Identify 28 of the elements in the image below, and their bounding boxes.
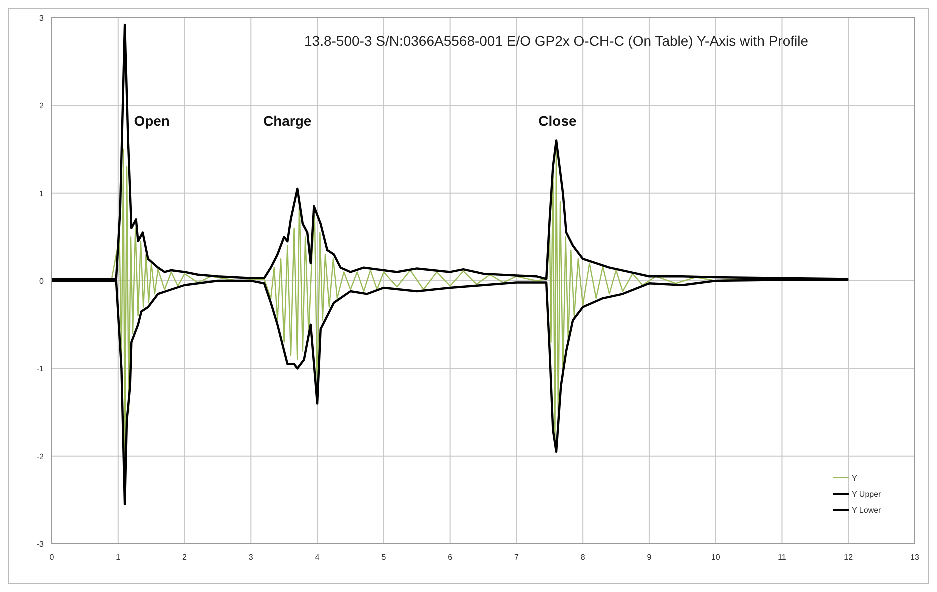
y-tick-label: -3 <box>36 540 45 549</box>
x-tick-label: 9 <box>647 553 652 562</box>
annotation: Charge <box>263 113 312 129</box>
y-tick-label: 0 <box>40 277 45 286</box>
x-tick-label: 3 <box>248 553 254 562</box>
legend-label: Y Lower <box>852 506 882 515</box>
y-tick-label: -2 <box>36 452 45 462</box>
x-tick-label: 11 <box>778 553 787 562</box>
x-tick-label: 4 <box>315 553 320 562</box>
x-tick-label: 0 <box>50 553 55 562</box>
y-tick-label: -1 <box>36 364 45 374</box>
y-tick-label: 1 <box>40 189 45 198</box>
x-tick-label: 8 <box>580 553 586 562</box>
legend-label: Y Upper <box>852 490 882 499</box>
x-tick-label: 12 <box>844 553 854 562</box>
annotation: Open <box>134 113 170 129</box>
x-tick-label: 10 <box>711 553 721 562</box>
annotation: Close <box>538 113 577 129</box>
x-tick-label: 2 <box>182 553 188 562</box>
x-tick-label: 6 <box>448 553 454 562</box>
x-tick-label: 1 <box>116 553 122 562</box>
x-tick-label: 5 <box>382 553 387 562</box>
y-tick-label: 2 <box>40 102 45 111</box>
x-tick-label: 7 <box>514 553 520 562</box>
text: 13.8-500-3 S/N:0366A5568-001 E/O GP2x O-CH-C (On Table) Y-Axis with Profile <box>304 33 809 49</box>
y-tick-label: 3 <box>40 14 45 23</box>
x-tick-label: 13 <box>910 553 920 562</box>
legend-label: Y <box>852 474 858 483</box>
